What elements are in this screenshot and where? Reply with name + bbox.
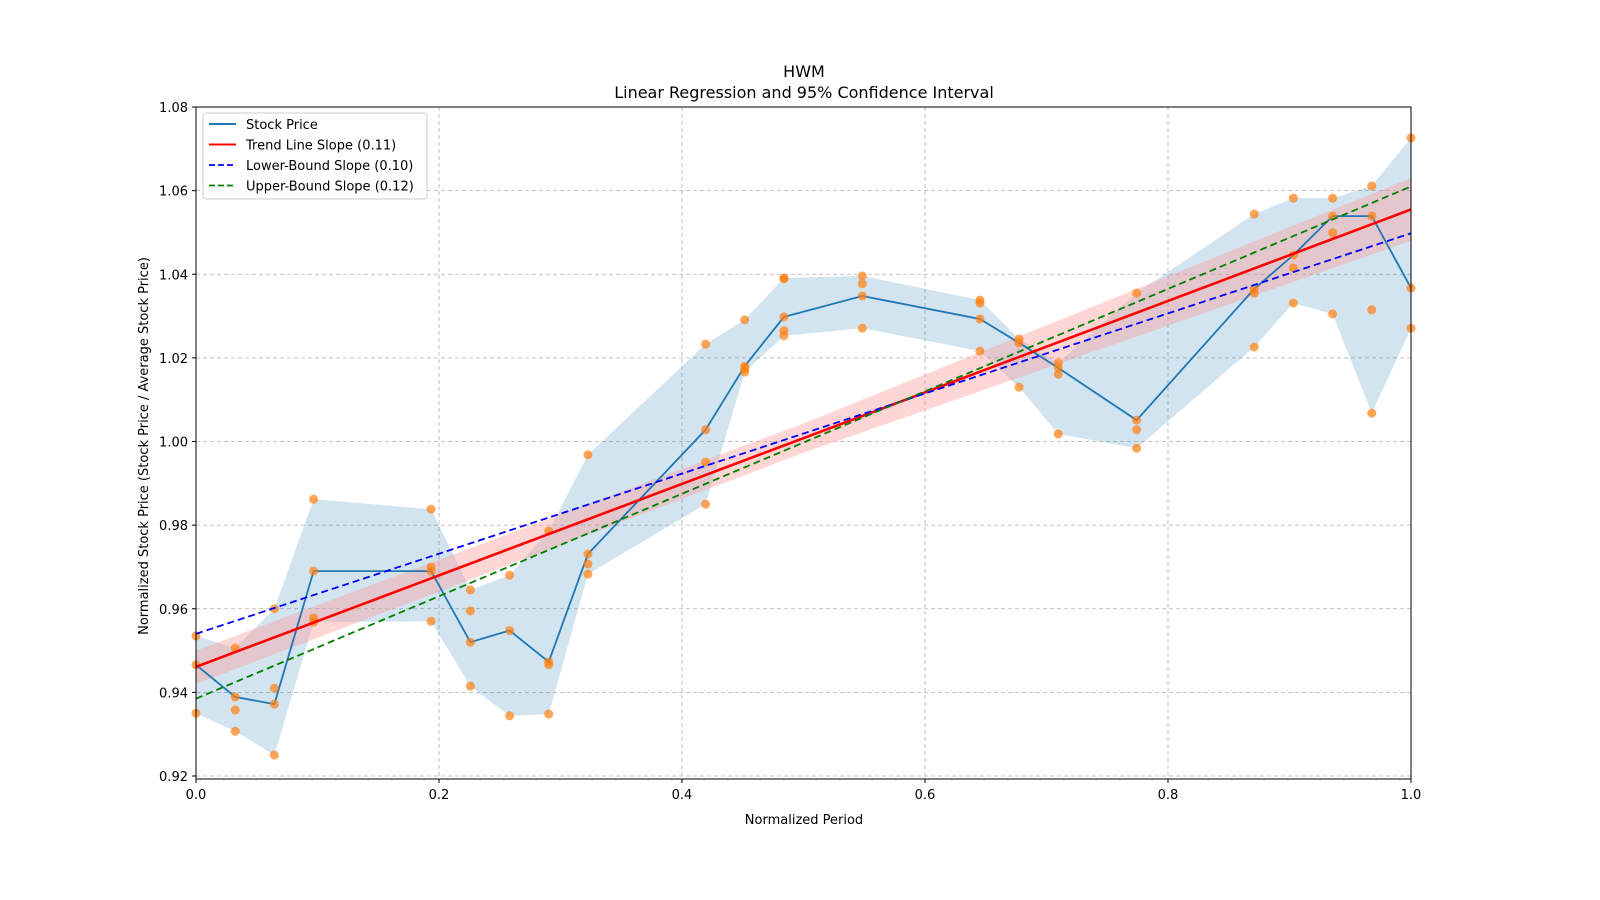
price-point bbox=[544, 660, 554, 670]
y-tick-label: 0.96 bbox=[159, 603, 188, 618]
price-point bbox=[1132, 288, 1142, 298]
price-point bbox=[230, 692, 240, 702]
bands bbox=[196, 137, 1411, 756]
price-point bbox=[740, 315, 750, 325]
x-axis: 0.0 0.2 0.4 0.6 0.8 1.0 bbox=[186, 779, 1422, 803]
price-point bbox=[309, 566, 319, 576]
plot-area bbox=[191, 106, 1416, 780]
price-point bbox=[426, 566, 436, 576]
price-point bbox=[269, 699, 279, 709]
price-point bbox=[779, 312, 789, 322]
price-point bbox=[1328, 228, 1338, 238]
price-point bbox=[1132, 425, 1142, 435]
price-point bbox=[465, 637, 475, 647]
price-point bbox=[1367, 211, 1377, 221]
price-point bbox=[1288, 263, 1298, 273]
x-axis-label: Normalized Period bbox=[745, 813, 863, 828]
stock-price-line bbox=[195, 215, 1412, 706]
price-point bbox=[1053, 363, 1063, 373]
y-tick-label: 1.00 bbox=[159, 436, 188, 451]
price-point bbox=[309, 494, 319, 504]
price-point bbox=[426, 504, 436, 514]
price-point bbox=[701, 499, 711, 509]
price-point bbox=[857, 291, 867, 301]
price-point bbox=[505, 711, 515, 721]
legend-label: Trend Line Slope (0.11) bbox=[245, 139, 396, 154]
price-point bbox=[1367, 181, 1377, 191]
price-point bbox=[975, 314, 985, 324]
y-tick-label: 0.92 bbox=[159, 770, 188, 785]
chart-subtitle: Linear Regression and 95% Confidence Int… bbox=[614, 83, 994, 102]
price-point bbox=[1014, 338, 1024, 348]
x-tick-label: 0.6 bbox=[915, 788, 936, 803]
price-point bbox=[1367, 408, 1377, 418]
price-point bbox=[465, 606, 475, 616]
y-axis-label: Normalized Stock Price (Stock Price / Av… bbox=[137, 257, 152, 635]
price-point bbox=[230, 705, 240, 715]
price-point bbox=[701, 339, 711, 349]
price-point bbox=[1132, 443, 1142, 453]
lower-bound-line bbox=[195, 232, 1412, 635]
y-tick-label: 1.08 bbox=[159, 101, 188, 116]
y-tick-label: 0.98 bbox=[159, 519, 188, 534]
price-point bbox=[465, 585, 475, 595]
price-point bbox=[583, 450, 593, 460]
price-point bbox=[505, 625, 515, 635]
y-tick-label: 1.06 bbox=[159, 185, 188, 200]
price-point bbox=[1288, 193, 1298, 203]
price-point bbox=[1053, 429, 1063, 439]
price-point bbox=[1367, 305, 1377, 315]
trend-lines bbox=[195, 185, 1412, 700]
legend: Stock Price Trend Line Slope (0.11) Lower-… bbox=[202, 112, 428, 200]
y-tick-label: 1.02 bbox=[159, 352, 188, 367]
price-point bbox=[1249, 209, 1259, 219]
price-point bbox=[857, 279, 867, 289]
price-point bbox=[1288, 298, 1298, 308]
price-point bbox=[505, 570, 515, 580]
price-point bbox=[1328, 193, 1338, 203]
legend-label: Upper-Bound Slope (0.12) bbox=[246, 180, 414, 195]
chart-title: HWM bbox=[783, 62, 825, 81]
price-point bbox=[583, 549, 593, 559]
price-point bbox=[465, 681, 475, 691]
axes-frame bbox=[195, 106, 1412, 780]
stock-price-range-band bbox=[196, 137, 1411, 756]
price-point bbox=[779, 274, 789, 284]
legend-label: Stock Price bbox=[246, 118, 318, 133]
lines bbox=[195, 215, 1412, 706]
y-axis: 0.92 0.94 0.96 0.98 1.00 1.02 1.04 1.06 1.08 bbox=[159, 101, 196, 785]
price-point bbox=[426, 616, 436, 626]
price-point bbox=[544, 709, 554, 719]
price-point bbox=[230, 726, 240, 736]
price-point bbox=[1328, 309, 1338, 319]
price-point bbox=[857, 271, 867, 281]
legend-label: Lower-Bound Slope (0.10) bbox=[246, 159, 413, 174]
price-point bbox=[975, 298, 985, 308]
price-point bbox=[1249, 342, 1259, 352]
x-tick-label: 0.2 bbox=[429, 788, 450, 803]
price-point bbox=[1132, 415, 1142, 425]
price-point bbox=[269, 750, 279, 760]
price-point bbox=[583, 569, 593, 579]
x-tick-label: 0.4 bbox=[672, 788, 693, 803]
price-point bbox=[1249, 288, 1259, 298]
price-point bbox=[583, 559, 593, 569]
price-point bbox=[1014, 382, 1024, 392]
price-point bbox=[1053, 369, 1063, 379]
trend-confidence-band bbox=[196, 178, 1411, 685]
price-point bbox=[269, 683, 279, 693]
price-point bbox=[779, 331, 789, 341]
x-tick-label: 0.8 bbox=[1158, 788, 1179, 803]
price-point bbox=[975, 346, 985, 356]
price-point bbox=[857, 323, 867, 333]
price-point bbox=[740, 367, 750, 377]
trend-line bbox=[195, 208, 1412, 669]
legend-box bbox=[202, 112, 428, 200]
x-tick-label: 1.0 bbox=[1401, 788, 1422, 803]
y-tick-label: 0.94 bbox=[159, 686, 188, 701]
x-tick-label: 0.0 bbox=[186, 788, 207, 803]
price-point bbox=[701, 425, 711, 435]
y-tick-label: 1.04 bbox=[159, 268, 188, 283]
